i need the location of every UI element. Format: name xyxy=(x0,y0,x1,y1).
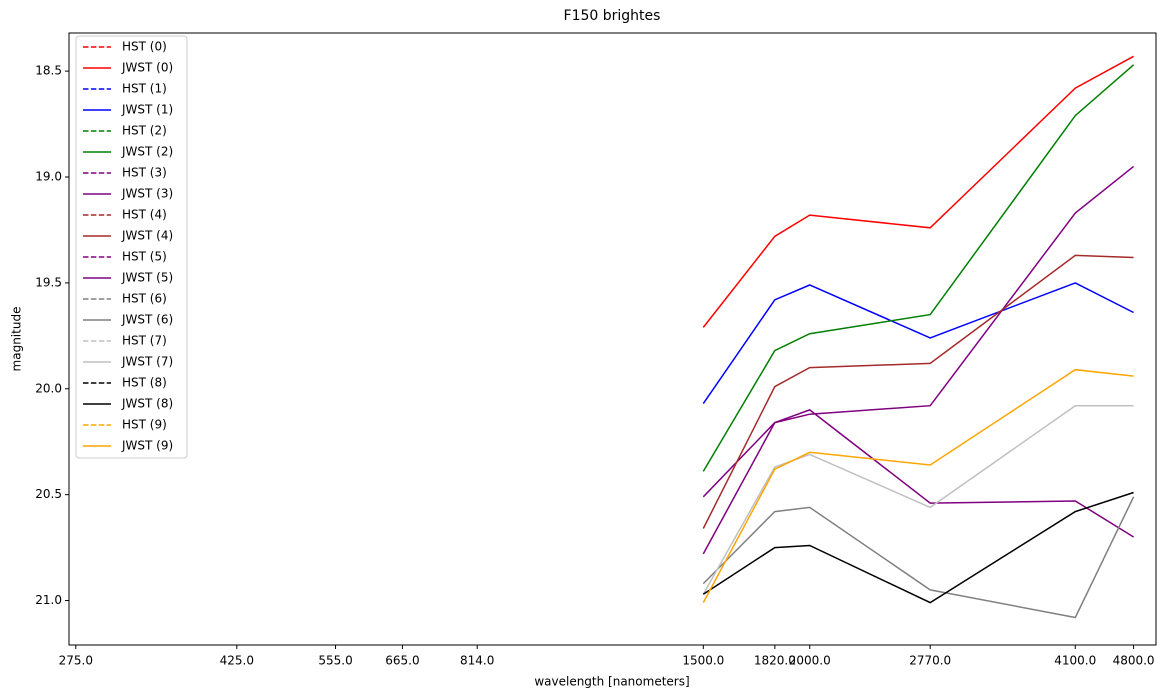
legend-label: HST (1) xyxy=(122,82,167,96)
legend-label: HST (7) xyxy=(122,334,167,348)
x-tick-label: 555.0 xyxy=(318,654,352,668)
y-tick-label: 20.0 xyxy=(35,381,62,395)
legend-label: JWST (9) xyxy=(121,439,173,453)
x-tick-label: 2770.0 xyxy=(909,654,951,668)
x-tick-label: 4100.0 xyxy=(1054,654,1096,668)
legend-label: HST (6) xyxy=(122,292,167,306)
legend-box xyxy=(75,35,188,459)
series-line xyxy=(702,368,1134,603)
legend-label: HST (3) xyxy=(122,166,167,180)
x-tick-label: 4800.0 xyxy=(1113,654,1155,668)
legend-label: HST (9) xyxy=(122,418,167,432)
series-line xyxy=(702,404,1134,595)
chart-title: F150 brightes xyxy=(564,8,661,24)
legend-label: JWST (6) xyxy=(121,313,173,327)
plot-area xyxy=(68,32,1157,646)
legend-label: HST (4) xyxy=(122,208,167,222)
x-tick-label: 814.0 xyxy=(460,654,494,668)
legend-label: HST (8) xyxy=(122,376,167,390)
y-tick-label: 20.5 xyxy=(35,487,62,501)
y-tick-label: 18.5 xyxy=(35,64,62,78)
series-line xyxy=(702,165,1135,498)
series-line xyxy=(702,409,1134,555)
legend-label: JWST (2) xyxy=(121,145,173,159)
series-line xyxy=(702,64,1135,472)
legend-label: JWST (7) xyxy=(121,355,173,369)
legend-label: JWST (8) xyxy=(121,397,173,411)
x-tick-label: 1820.0 xyxy=(754,654,796,668)
legend-label: HST (0) xyxy=(122,40,167,54)
legend-label: JWST (5) xyxy=(121,271,173,285)
legend-label: JWST (4) xyxy=(121,229,173,243)
y-axis-label: magnitude xyxy=(10,307,24,372)
legend-label: JWST (0) xyxy=(121,61,173,75)
y-tick-label: 19.5 xyxy=(35,275,62,289)
x-tick-label: 1500.0 xyxy=(682,654,724,668)
series-line xyxy=(702,282,1134,405)
legend-label: HST (5) xyxy=(122,250,167,264)
series-line xyxy=(702,254,1134,529)
x-axis-label: wavelength [nanometers] xyxy=(534,675,689,689)
series-line xyxy=(702,496,1135,619)
legend-label: JWST (1) xyxy=(121,103,173,117)
y-tick-label: 21.0 xyxy=(35,593,62,607)
legend-label: JWST (3) xyxy=(121,187,173,201)
series-line xyxy=(702,55,1134,328)
y-tick-label: 19.0 xyxy=(35,170,62,184)
x-tick-label: 275.0 xyxy=(59,654,93,668)
x-tick-label: 425.0 xyxy=(220,654,254,668)
series-line xyxy=(702,491,1134,604)
legend-label: HST (2) xyxy=(122,124,167,138)
x-tick-label: 2000.0 xyxy=(789,654,831,668)
x-tick-label: 665.0 xyxy=(385,654,419,668)
